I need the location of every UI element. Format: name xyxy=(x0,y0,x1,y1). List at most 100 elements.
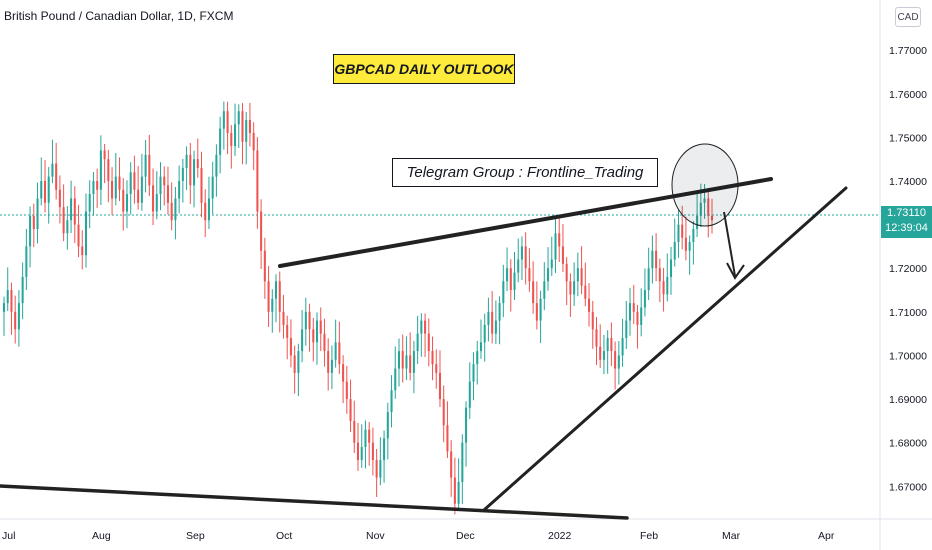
candle-down xyxy=(438,372,442,400)
candle-up xyxy=(643,290,646,308)
candle-up xyxy=(66,220,69,234)
candle-down xyxy=(528,268,531,282)
candle-up xyxy=(621,338,624,356)
candle-down xyxy=(491,311,494,334)
candle-down xyxy=(535,303,538,321)
candle-down xyxy=(55,163,58,190)
candle-down xyxy=(524,246,527,269)
lower-long-trendline[interactable] xyxy=(0,484,629,520)
candle-down xyxy=(349,399,352,421)
candle-up xyxy=(219,128,222,155)
candle-up xyxy=(40,180,43,199)
candle-down xyxy=(561,246,564,264)
candle-up xyxy=(483,324,486,343)
candle-up xyxy=(330,359,333,373)
time-tick-label: Apr xyxy=(818,530,835,542)
candle-up xyxy=(606,338,609,352)
candle-down xyxy=(230,133,233,147)
time-tick-label: Feb xyxy=(640,530,658,542)
candle-up xyxy=(178,180,181,199)
candle-down xyxy=(375,460,378,478)
candle-up xyxy=(647,268,650,291)
rising-support-trendline[interactable] xyxy=(482,186,848,512)
candle-down xyxy=(345,381,348,400)
candle-down xyxy=(148,154,151,186)
price-tick-label: 1.68000 xyxy=(889,438,927,450)
candle-down xyxy=(248,119,251,134)
candle-down xyxy=(580,268,583,286)
price-tick-label: 1.69000 xyxy=(889,394,927,406)
candle-up xyxy=(390,390,393,413)
candle-down xyxy=(584,285,587,299)
candle-down xyxy=(323,333,326,352)
candle-up xyxy=(420,320,423,334)
candle-down xyxy=(163,176,166,186)
candle-down xyxy=(137,189,140,203)
candle-up xyxy=(692,228,695,243)
candle-down xyxy=(107,159,110,181)
candle-down xyxy=(103,150,106,160)
candle-down xyxy=(591,311,594,330)
candle-up xyxy=(159,176,162,195)
candle-up xyxy=(84,211,88,256)
candle-down xyxy=(170,202,173,221)
candle-down xyxy=(710,215,714,221)
candle-down xyxy=(588,298,591,312)
candle-up xyxy=(703,198,706,203)
candle-down xyxy=(10,290,13,312)
candle-down xyxy=(267,281,270,312)
candle-up xyxy=(498,303,501,321)
candle-down xyxy=(226,111,229,134)
candle-up xyxy=(405,355,408,369)
candle-up xyxy=(222,111,225,129)
price-tick-label: 1.70000 xyxy=(889,350,927,362)
candle-down xyxy=(401,351,404,369)
candles-group xyxy=(2,101,714,515)
candle-down xyxy=(319,320,322,334)
candle-down xyxy=(442,399,445,426)
candle-down xyxy=(427,333,430,352)
candle-up xyxy=(379,460,382,478)
candle-down xyxy=(166,185,169,203)
price-tick-label: 1.76000 xyxy=(889,89,927,101)
price-tick-label: 1.75000 xyxy=(889,132,927,144)
candle-up xyxy=(334,342,337,360)
candle-up xyxy=(364,429,367,448)
candle-up xyxy=(602,351,605,360)
candle-up xyxy=(207,198,210,221)
candle-up xyxy=(517,259,520,273)
price-tick-label: 1.72000 xyxy=(889,263,927,275)
candle-up xyxy=(47,176,50,203)
candle-down xyxy=(342,364,345,382)
candle-down xyxy=(189,154,192,186)
currency-button[interactable]: CAD xyxy=(895,7,921,27)
candle-down xyxy=(327,351,330,373)
candle-down xyxy=(435,364,438,373)
candle-up xyxy=(174,198,177,221)
time-tick-label: 2022 xyxy=(548,530,572,542)
candle-up xyxy=(699,202,702,216)
highlight-circle[interactable] xyxy=(671,143,739,227)
candle-up xyxy=(144,154,147,177)
candle-up xyxy=(688,242,691,251)
candle-down xyxy=(424,320,427,334)
candle-up xyxy=(99,150,102,190)
candle-up xyxy=(520,246,523,260)
candle-up xyxy=(666,276,669,295)
candle-up xyxy=(17,303,20,330)
candle-down xyxy=(43,180,47,203)
candle-down xyxy=(282,311,285,325)
candle-up xyxy=(125,194,128,212)
telegram-note: Telegram Group : Frontline_Trading xyxy=(392,158,658,187)
upper-trendline[interactable] xyxy=(278,177,773,268)
time-axis: Jul Aug Sep Oct Nov Dec 2022 Feb Mar Apr xyxy=(2,530,835,542)
candle-down xyxy=(599,346,602,360)
candle-up xyxy=(245,119,248,142)
candle-up xyxy=(628,303,632,321)
down-arrow-shaft[interactable] xyxy=(723,211,736,277)
candle-up xyxy=(472,364,475,382)
candle-up xyxy=(360,447,363,461)
candle-up xyxy=(397,351,401,369)
candle-down xyxy=(286,324,289,339)
